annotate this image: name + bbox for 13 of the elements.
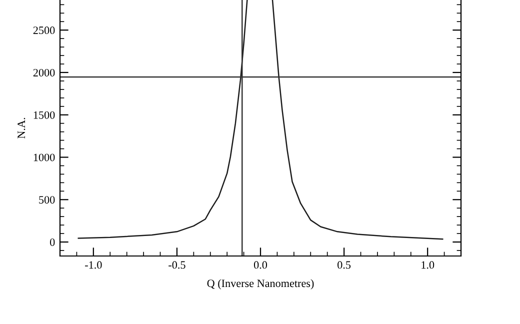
x-tick-label: 0.0 <box>254 261 268 269</box>
x-tick-label: 1.0 <box>422 261 434 269</box>
x-tick-label: 0.5 <box>338 261 351 269</box>
x-axis-title: Q (Inverse Nanometres) <box>207 279 314 290</box>
y-tick-label: 2000 <box>33 68 55 76</box>
y-tick-label: 2500 <box>33 26 55 34</box>
y-tick-label: 500 <box>39 196 55 204</box>
y-tick-label: 1500 <box>34 111 55 119</box>
y-tick-label: 1000 <box>34 154 55 162</box>
y-tick-label: 0 <box>50 238 55 246</box>
y-axis-title: N.A. <box>18 118 26 138</box>
x-tick-label: -0.5 <box>168 261 186 269</box>
x-tick-label: -1.0 <box>85 261 102 269</box>
